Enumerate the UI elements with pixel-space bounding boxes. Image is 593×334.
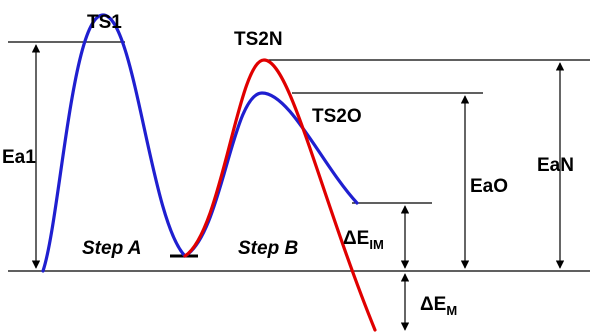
- delta-e-m-subscript: M: [446, 303, 457, 318]
- eao-label: EaO: [470, 176, 508, 197]
- ea1-label: Ea1: [2, 147, 36, 168]
- blue-reaction-path: [41, 13, 359, 273]
- delta-e-m-symbol: ΔE: [420, 294, 446, 315]
- delta-e-im-symbol: ΔE: [343, 228, 369, 249]
- ts2n-label: TS2N: [234, 29, 283, 50]
- red-reaction-path: [183, 58, 377, 332]
- delta-e-im-label: ΔEIM: [343, 228, 384, 252]
- delta-e-m-label: ΔEM: [420, 294, 457, 318]
- ts2o-label: TS2O: [312, 106, 362, 127]
- ean-label: EaN: [537, 155, 574, 176]
- step-a-label: Step A: [82, 238, 141, 259]
- ts1-label: TS1: [87, 12, 122, 33]
- delta-e-im-subscript: IM: [369, 237, 383, 252]
- step-b-label: Step B: [238, 238, 298, 259]
